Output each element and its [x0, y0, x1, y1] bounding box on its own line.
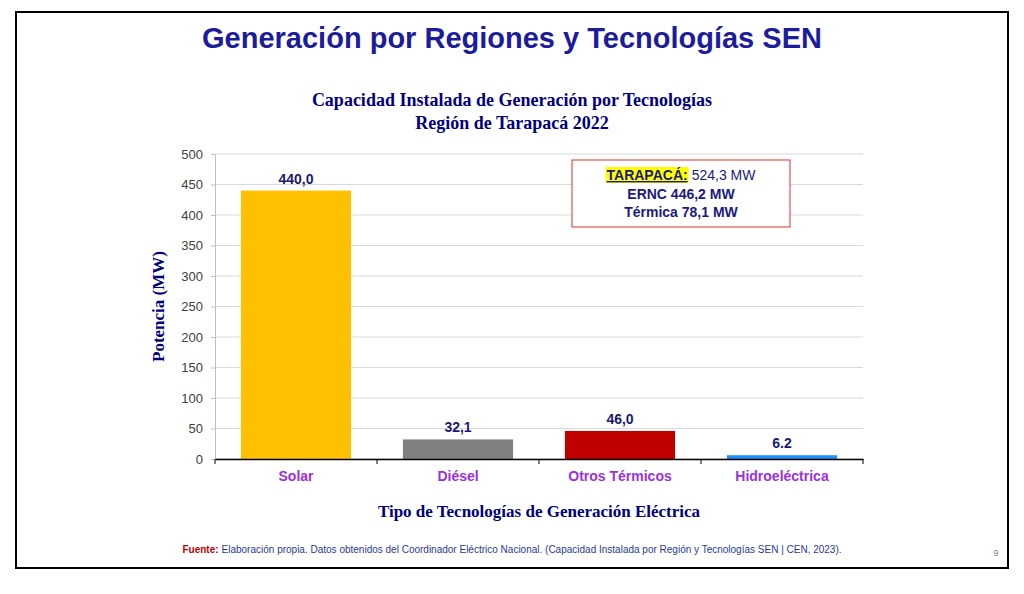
- annotation-line: ERNC 446,2 MW: [627, 186, 735, 202]
- y-tick-mark: [211, 398, 215, 399]
- y-tick-label: 50: [189, 421, 203, 436]
- y-tick-mark: [211, 368, 215, 369]
- x-separator: [701, 459, 702, 464]
- grid-line: [215, 154, 863, 155]
- y-axis-title: Potencia (MW): [149, 251, 168, 362]
- x-separator: [377, 459, 378, 464]
- x-tick-label: Diésel: [437, 468, 478, 484]
- source-note: Fuente: Elaboración propia. Datos obtenid…: [182, 544, 841, 555]
- y-tick-mark: [211, 307, 215, 308]
- bar: [565, 431, 675, 459]
- y-tick: 300: [181, 269, 215, 284]
- y-tick-mark: [211, 337, 215, 338]
- data-label: 6.2: [772, 435, 792, 451]
- y-tick-mark: [211, 246, 215, 247]
- annotation-highlight-bg: [606, 167, 689, 183]
- y-tick: 0: [196, 452, 215, 467]
- x-separator: [539, 459, 540, 464]
- x-tick: Hidroeléctrica: [735, 459, 829, 484]
- chart-page: Generación por Regiones y Tecnologías SE…: [0, 0, 1024, 594]
- x-separators: [215, 459, 863, 464]
- y-tick: 250: [181, 299, 215, 314]
- y-tick-label: 350: [181, 238, 203, 253]
- y-tick-label: 200: [181, 330, 203, 345]
- x-tick: Otros Térmicos: [568, 459, 672, 484]
- y-tick: 50: [189, 421, 215, 436]
- y-tick-mark: [211, 185, 215, 186]
- y-tick: 500: [181, 147, 215, 162]
- data-label: 32,1: [444, 419, 471, 435]
- y-axis: 0 50 100 150 200 250 300 350 400 450 500: [181, 147, 215, 467]
- annotation-highlight: TARAPACÁ:: [607, 167, 688, 183]
- chart-title: Capacidad Instalada de Generación por Te…: [312, 90, 712, 110]
- bars: [241, 191, 837, 459]
- x-axis: Solar Diésel Otros Térmicos Hidroeléctrica: [216, 459, 864, 484]
- y-tick-label: 450: [181, 177, 203, 192]
- y-tick-mark: [211, 429, 215, 430]
- x-tick-label: Otros Térmicos: [568, 468, 672, 484]
- y-tick: 400: [181, 208, 215, 223]
- bar: [727, 455, 837, 459]
- x-tick: Solar: [278, 459, 314, 484]
- data-label: 46,0: [606, 411, 633, 427]
- y-tick: 100: [181, 391, 215, 406]
- y-tick-mark: [211, 215, 215, 216]
- x-tick: Diésel: [437, 459, 478, 484]
- x-axis-title: Tipo de Tecnologías de Generación Eléctr…: [378, 502, 701, 521]
- y-tick-label: 400: [181, 208, 203, 223]
- x-separator: [863, 459, 864, 464]
- annotation-box: [572, 160, 790, 227]
- annotation-line: Térmica 78,1 MW: [624, 204, 738, 220]
- y-tick-label: 0: [196, 452, 203, 467]
- y-tick: 200: [181, 330, 215, 345]
- y-tick-label: 150: [181, 360, 203, 375]
- x-tick-label: Solar: [278, 468, 314, 484]
- x-tick-label: Hidroeléctrica: [735, 468, 829, 484]
- page-number: 9: [993, 548, 998, 558]
- source-text: Elaboración propia. Datos obtenidos del …: [222, 544, 842, 555]
- y-tick: 350: [181, 238, 215, 253]
- bar: [241, 191, 351, 459]
- page-title: Generación por Regiones y Tecnologías SE…: [202, 22, 822, 54]
- data-label: 440,0: [278, 171, 313, 187]
- x-separator: [215, 459, 216, 464]
- slide-frame: [16, 12, 1008, 568]
- source-label: Fuente:: [182, 544, 218, 555]
- y-tick-label: 250: [181, 299, 203, 314]
- y-tick-mark: [211, 154, 215, 155]
- chart-subtitle: Región de Tarapacá 2022: [415, 113, 609, 133]
- annotation: TARAPACÁ:524,3 MW ERNC 446,2 MW Térmica 78…: [572, 160, 790, 227]
- y-tick-label: 500: [181, 147, 203, 162]
- annotation-total: 524,3 MW: [692, 167, 757, 183]
- y-tick-mark: [211, 276, 215, 277]
- y-tick-mark: [211, 459, 215, 460]
- annotation-line: TARAPACÁ:524,3 MW: [607, 167, 757, 183]
- bar: [403, 439, 513, 459]
- y-tick: 150: [181, 360, 215, 375]
- grid: [215, 154, 863, 459]
- data-labels: 440,0 32,1 46,0 6.2: [278, 171, 791, 452]
- y-axis-line: [215, 155, 216, 460]
- y-tick-label: 100: [181, 391, 203, 406]
- y-tick-label: 300: [181, 269, 203, 284]
- y-tick: 450: [181, 177, 215, 192]
